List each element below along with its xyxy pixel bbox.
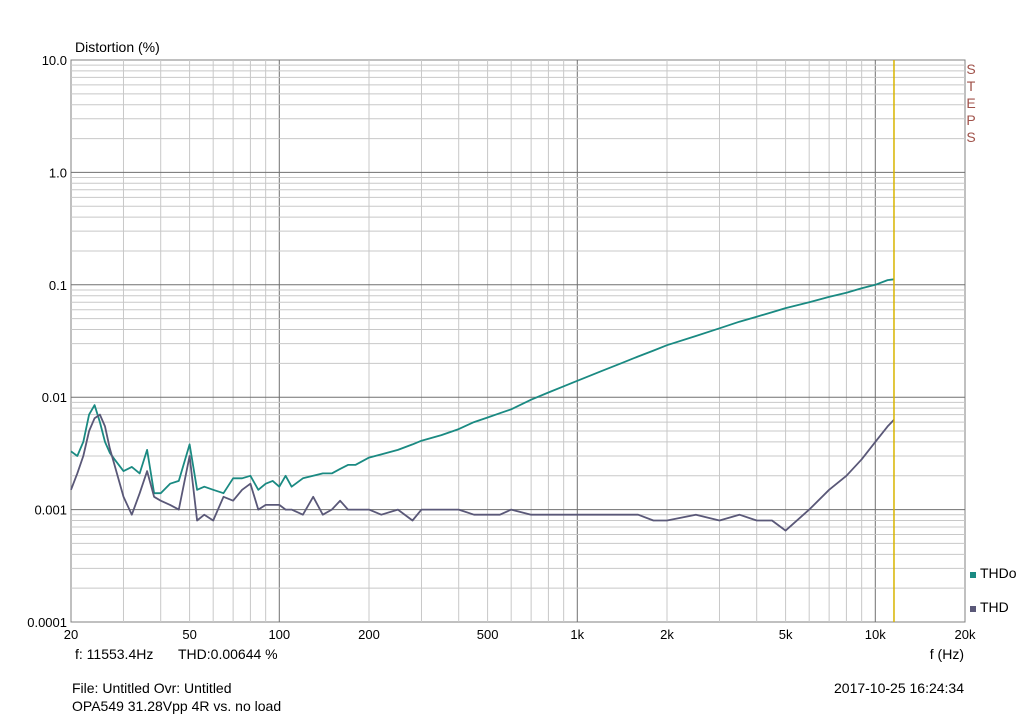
x-tick-label: 20k (955, 627, 976, 642)
x-tick-label: 10k (865, 627, 886, 642)
x-axis-ticks: 20 50 100 200 500 1k 2k 5k 10k 20k (64, 627, 976, 642)
x-tick-label: 5k (779, 627, 793, 642)
grid (71, 60, 965, 622)
plot-area (70, 59, 966, 623)
steps-letter: P (966, 112, 975, 128)
y-axis-label: Distortion (%) (75, 39, 160, 55)
measurement-description: OPA549 31.28Vpp 4R vs. no load (72, 698, 281, 714)
legend-swatch-thd (970, 606, 976, 612)
timestamp: 2017-10-25 16:24:34 (834, 680, 964, 696)
x-tick-label: 2k (660, 627, 674, 642)
y-tick-label: 1.0 (49, 165, 67, 180)
x-tick-label: 50 (182, 627, 196, 642)
series-line-thd (70, 413, 895, 532)
y-axis-ticks: 10.0 1.0 0.1 0.01 0.001 0.0001 (27, 53, 67, 630)
legend-label-thdo: THDo (980, 565, 1017, 581)
cursor-thd-readout: THD:0.00644 % (178, 646, 278, 662)
y-tick-label: 0.01 (42, 390, 67, 405)
x-axis-label: f (Hz) (930, 646, 964, 662)
y-tick-label: 0.0001 (27, 615, 67, 630)
legend-swatch-thdo (970, 572, 976, 578)
x-tick-label: 1k (570, 627, 584, 642)
series-line-thdo (70, 278, 895, 495)
legend: THDo THD (970, 565, 1017, 615)
cursor-frequency-readout: f: 11553.4Hz (75, 646, 153, 662)
y-tick-label: 10.0 (42, 53, 67, 68)
steps-letter: E (966, 95, 975, 111)
legend-label-thd: THD (980, 599, 1009, 615)
x-tick-label: 100 (268, 627, 290, 642)
x-tick-label: 200 (358, 627, 380, 642)
steps-letter: S (966, 129, 975, 145)
y-tick-label: 0.001 (34, 503, 67, 518)
series-layer (70, 278, 895, 532)
steps-letter: S (966, 61, 975, 77)
x-tick-label: 20 (64, 627, 78, 642)
y-tick-label: 0.1 (49, 278, 67, 293)
x-tick-label: 500 (477, 627, 499, 642)
file-info: File: Untitled Ovr: Untitled (72, 680, 232, 696)
steps-letter: T (967, 78, 976, 94)
